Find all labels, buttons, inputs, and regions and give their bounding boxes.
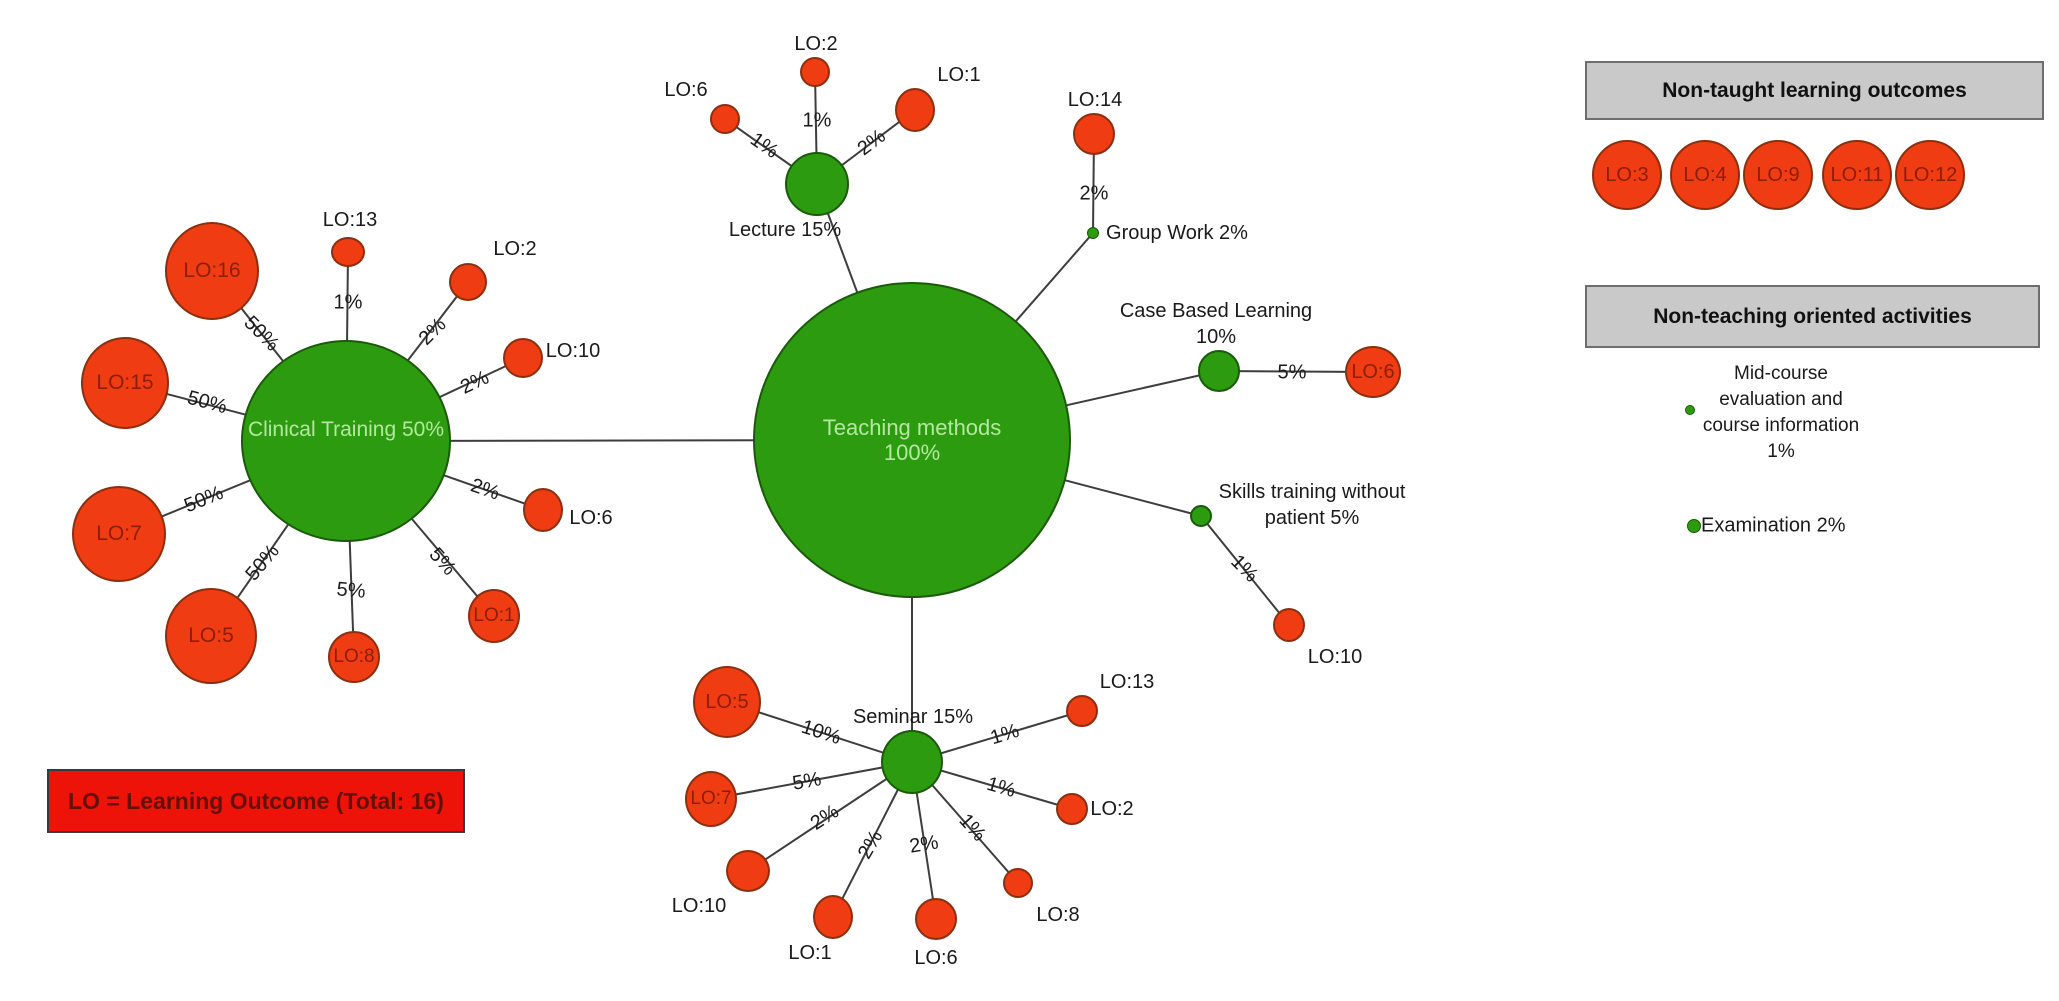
node-l2: [800, 57, 830, 87]
node-label-c15: LO:15: [96, 370, 154, 394]
node-groupwork: [1087, 227, 1099, 239]
node-label-c5: LO:5: [188, 623, 234, 647]
node-c1: LO:1: [468, 589, 520, 643]
label-c2: LO:2: [493, 238, 537, 260]
node-cbl: [1198, 350, 1240, 392]
legend-non-taught-box: Non-taught learning outcomes: [1585, 61, 2044, 120]
label-l1: LO:1: [937, 64, 981, 86]
node-label-legend-lo9: LO:9: [1756, 163, 1800, 186]
midcourse-label-line-3: course information: [1702, 415, 1860, 436]
legend-non-taught-title: Non-taught learning outcomes: [1662, 78, 1967, 102]
edge-label-clinical-c8: 5%: [335, 578, 367, 603]
node-label-teaching: 100%: [883, 440, 941, 465]
node-m2: [1056, 793, 1088, 825]
node-midcourse-dot: [1685, 405, 1695, 415]
node-c15: LO:15: [81, 337, 169, 429]
node-c2: [449, 263, 487, 301]
edge-seminar-m10: [747, 761, 913, 872]
node-c5: LO:5: [165, 588, 257, 684]
node-c7: LO:7: [72, 486, 166, 582]
node-m7: LO:7: [685, 771, 737, 827]
edge-seminar-m7: [710, 761, 913, 800]
edge-label-cbl-cb6: 5%: [1277, 361, 1307, 384]
label-lecture: Lecture 15%: [728, 219, 842, 241]
node-c10: [503, 338, 543, 378]
node-legend-lo9: LO:9: [1743, 140, 1813, 210]
edge-label-seminar-m7: 5%: [790, 768, 824, 795]
label-l2: LO:2: [794, 33, 838, 55]
node-l1: [895, 88, 935, 132]
node-seminar: [881, 730, 943, 794]
node-label-cb6: LO:6: [1351, 360, 1395, 383]
label-c13: LO:13: [322, 209, 378, 231]
learning-outcome-note: LO = Learning Outcome (Total: 16): [47, 769, 465, 833]
node-g14: [1073, 113, 1115, 155]
edge-label-seminar-m6: 2%: [907, 831, 940, 858]
label-l6: LO:6: [664, 79, 708, 101]
midcourse-label-line-1: Mid-course: [1734, 363, 1828, 384]
edge-label-lecture-l2: 1%: [802, 109, 832, 132]
node-examination-dot: [1687, 519, 1701, 533]
node-c16: LO:16: [165, 222, 259, 320]
node-m13: [1066, 695, 1098, 727]
label-cbl: Case Based Learning 10%: [1119, 300, 1313, 348]
node-m6: [915, 898, 957, 940]
node-c8: LO:8: [328, 631, 380, 683]
node-legend-lo12: LO:12: [1895, 140, 1965, 210]
node-legend-lo11: LO:11: [1822, 140, 1892, 210]
node-s10: [1273, 608, 1305, 642]
node-legend-lo3: LO:3: [1592, 140, 1662, 210]
label-skills: Skills training without patient 5%: [1218, 481, 1406, 529]
node-label-c7: LO:7: [96, 521, 142, 545]
node-label-legend-lo12: LO:12: [1902, 163, 1958, 186]
node-m10: [726, 850, 770, 892]
edge-skills-s10: [1200, 515, 1290, 626]
label-g14: LO:14: [1067, 89, 1123, 111]
node-m5: LO:5: [693, 666, 761, 738]
node-skills: [1190, 505, 1212, 527]
label-m1: LO:1: [788, 942, 832, 964]
label-c6: LO:6: [569, 507, 613, 529]
label-s10: LO:10: [1307, 646, 1363, 668]
label-groupwork: Group Work 2%: [1106, 222, 1248, 244]
node-label-legend-lo11: LO:11: [1830, 163, 1884, 186]
node-c6: [523, 488, 563, 532]
node-lecture: [785, 152, 849, 216]
node-label-c16: LO:16: [183, 258, 241, 282]
midcourse-label-line-4: 1%: [1767, 441, 1795, 462]
node-cb6: LO:6: [1345, 346, 1401, 398]
midcourse-label-line-2: evaluation and: [1719, 389, 1843, 410]
node-legend-lo4: LO:4: [1670, 140, 1740, 210]
edge-label-groupwork-g14: 2%: [1079, 182, 1109, 205]
label-c10: LO:10: [545, 340, 601, 362]
node-label-clinical: Clinical Training 50%: [247, 417, 445, 441]
node-teaching: Teaching methods 100%: [753, 282, 1071, 598]
node-label-legend-lo4: LO:4: [1683, 163, 1727, 186]
node-label-legend-lo3: LO:3: [1605, 163, 1649, 186]
label-m13: LO:13: [1099, 671, 1155, 693]
node-l6: [710, 104, 740, 134]
examination-label: Examination 2%: [1701, 514, 1846, 537]
legend-activities-box: Non-teaching oriented activities: [1585, 285, 2040, 348]
node-c13: [331, 237, 365, 267]
node-label-c8: LO:8: [333, 646, 375, 668]
legend-activities-title: Non-teaching oriented activities: [1653, 304, 1972, 328]
label-m8: LO:8: [1036, 904, 1080, 926]
label-m2: LO:2: [1090, 798, 1134, 820]
node-label-teaching: Teaching methods: [822, 414, 1002, 440]
label-m10: LO:10: [671, 895, 727, 917]
node-label-m5: LO:5: [705, 690, 749, 713]
label-m6: LO:6: [914, 947, 958, 969]
node-label-c1: LO:1: [473, 605, 515, 627]
node-m8: [1003, 868, 1033, 898]
edge-label-clinical-c13: 1%: [333, 291, 363, 314]
label-seminar: Seminar 15%: [852, 706, 974, 728]
node-clinical: Clinical Training 50%: [241, 340, 451, 542]
node-m1: [813, 895, 853, 939]
node-label-m7: LO:7: [690, 788, 732, 810]
note-text: LO = Learning Outcome (Total: 16): [68, 787, 444, 814]
midcourse-label: Mid-course evaluation and course informa…: [1703, 361, 1859, 465]
